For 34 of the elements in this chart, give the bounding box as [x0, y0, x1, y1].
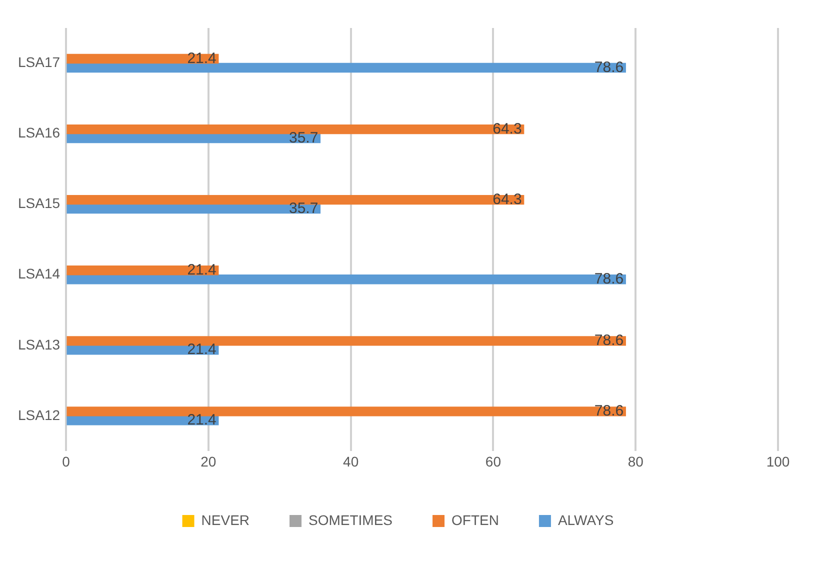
data-label: 78.6: [594, 270, 624, 288]
data-label: 35.7: [289, 129, 318, 146]
x-tick-label: 20: [200, 453, 216, 470]
y-tick-label: LSA16: [18, 124, 60, 141]
bar: [66, 274, 626, 284]
x-tick-label: 0: [62, 453, 70, 470]
bar: [66, 204, 321, 214]
x-tick-label: 40: [343, 453, 359, 470]
data-label: 78.6: [594, 58, 624, 76]
bar: [66, 54, 219, 64]
legend-label: NEVER: [201, 512, 250, 528]
data-label: 21.4: [187, 412, 216, 429]
x-tick-label: 60: [485, 453, 502, 470]
legend-label: OFTEN: [452, 512, 499, 528]
data-label: 78.6: [594, 332, 624, 350]
data-label: 21.4: [187, 262, 216, 279]
y-tick-label: LSA12: [18, 406, 60, 423]
x-tick-label: 80: [628, 453, 644, 470]
legend-label: ALWAYS: [558, 512, 614, 528]
legend-label: SOMETIMES: [308, 512, 393, 528]
y-tick-label: LSA15: [18, 195, 60, 212]
data-label: 64.3: [492, 120, 522, 138]
data-label: 78.6: [594, 402, 624, 420]
y-tick-label: LSA14: [18, 266, 60, 282]
data-label: 35.7: [289, 200, 318, 217]
bar: [66, 62, 626, 73]
x-tick-label: 100: [766, 453, 790, 470]
bar: [66, 133, 321, 144]
data-label: 21.4: [187, 50, 216, 67]
data-label: 21.4: [187, 341, 216, 358]
bar: [66, 266, 219, 276]
y-tick-label: LSA17: [18, 54, 60, 70]
y-tick-label: LSA13: [18, 336, 60, 352]
data-label: 64.3: [492, 190, 522, 208]
